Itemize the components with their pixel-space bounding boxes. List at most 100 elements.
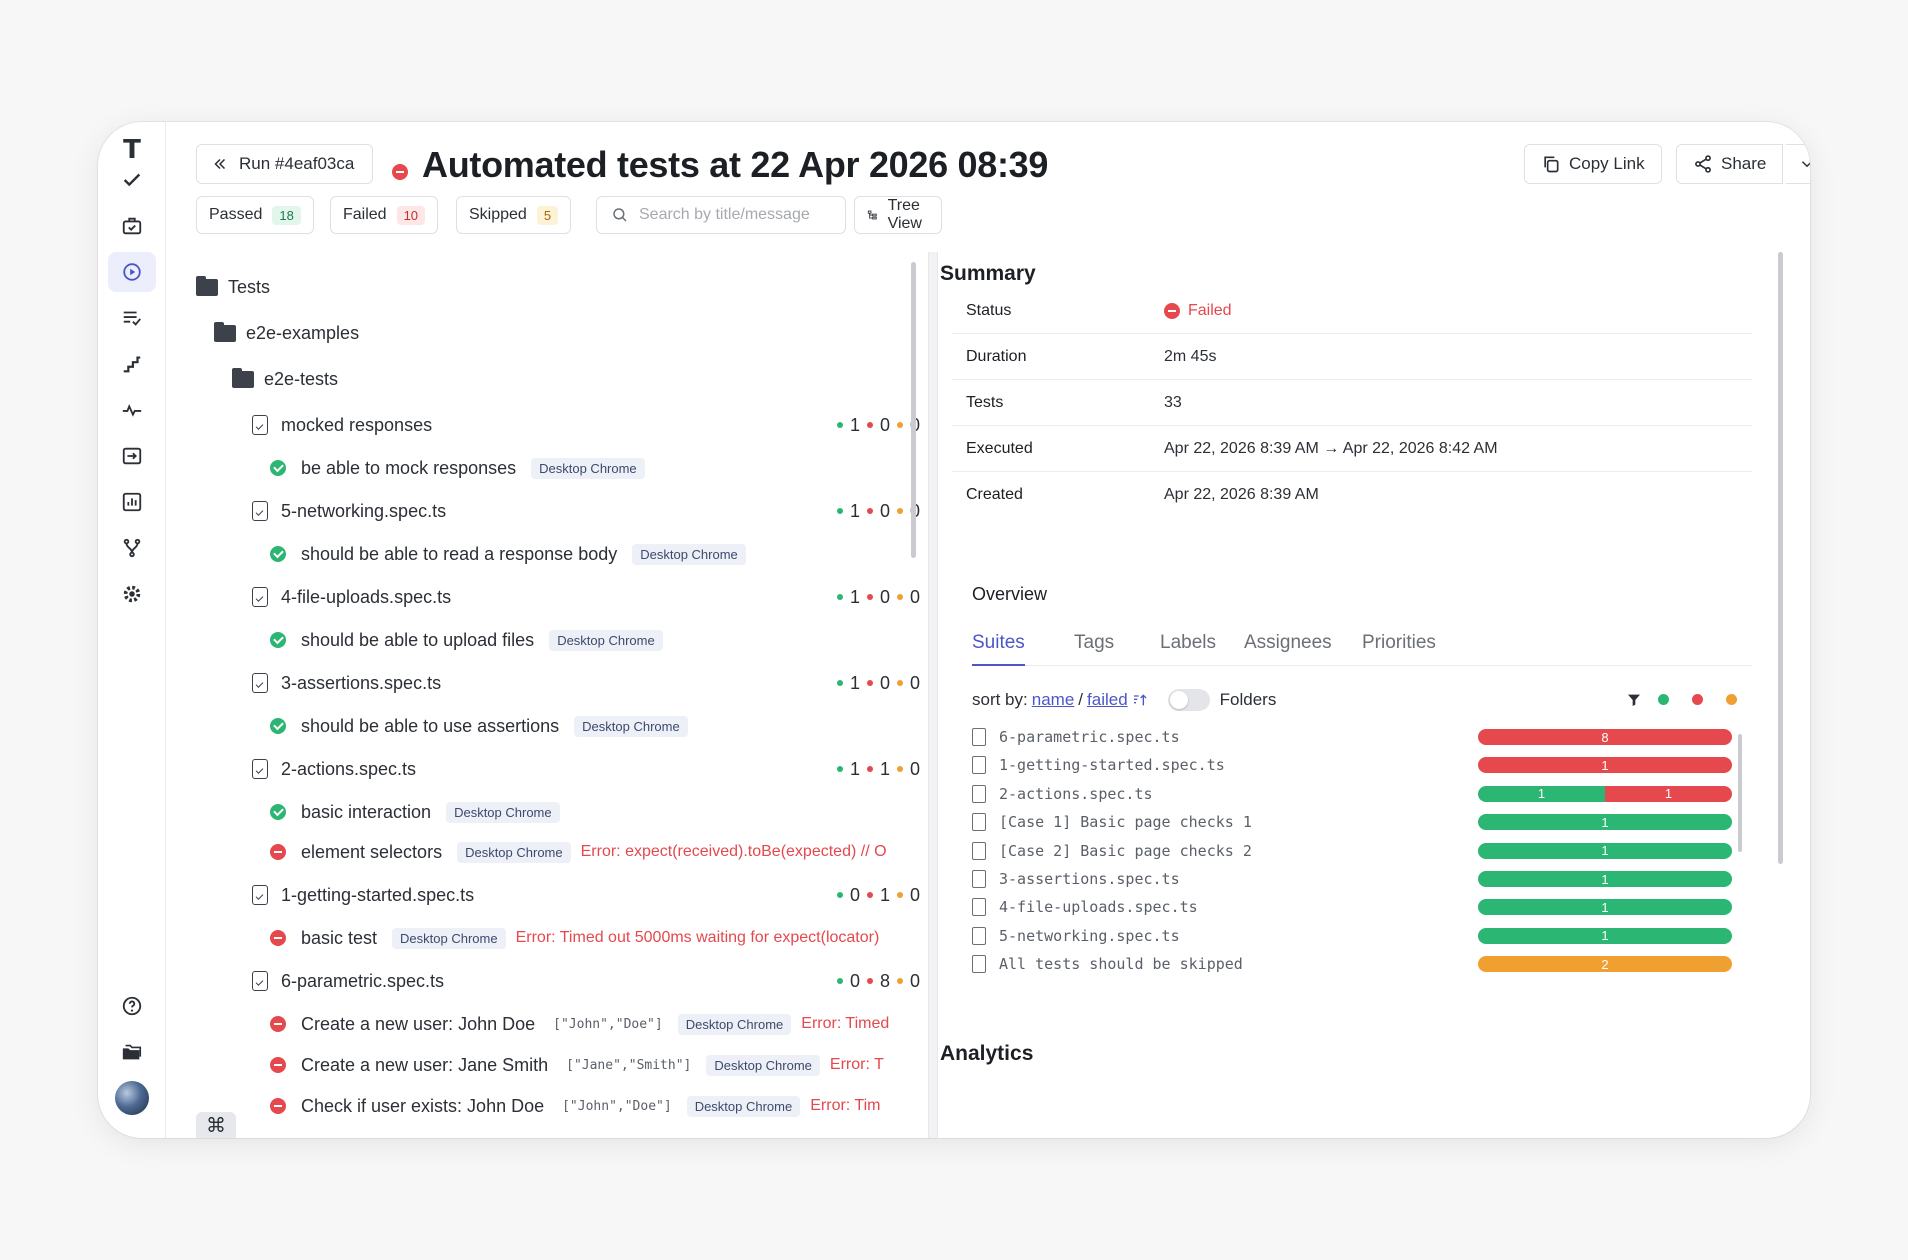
suite-list-item[interactable]: 4-file-uploads.spec.ts 1 xyxy=(972,895,1752,919)
suite-list-item[interactable]: 2-actions.spec.ts 1 1 xyxy=(972,782,1752,806)
suite-list-name: 3-assertions.spec.ts xyxy=(999,870,1180,888)
suite-list-item[interactable]: 1-getting-started.spec.ts 1 xyxy=(972,753,1752,777)
suite-row[interactable]: 5-networking.spec.ts xyxy=(252,496,446,526)
filter-icon[interactable] xyxy=(1626,692,1642,708)
tab-suites[interactable]: Suites xyxy=(972,632,1025,666)
summary-row-status: Status Failed xyxy=(952,288,1752,334)
passed-filter-button[interactable]: Passed 18 xyxy=(196,196,314,234)
suite-result-bar[interactable]: 1 xyxy=(1478,871,1732,887)
test-title: basic test xyxy=(301,927,378,948)
folder-row-e2e-tests[interactable]: e2e-tests xyxy=(232,364,338,394)
executed-value: Apr 22, 2026 8:39 AM → Apr 22, 2026 8:42… xyxy=(1164,439,1498,457)
suite-list-item[interactable]: [Case 1] Basic page checks 1 1 xyxy=(972,810,1752,834)
suites-scrollbar[interactable] xyxy=(1738,734,1742,852)
test-row[interactable]: should be able to upload files Desktop C… xyxy=(270,625,663,655)
tree-view-button[interactable]: Tree View xyxy=(854,196,943,234)
suite-row[interactable]: 6-parametric.spec.ts xyxy=(252,966,444,996)
suite-list-item[interactable]: 3-assertions.spec.ts 1 xyxy=(972,867,1752,891)
tab-assignees[interactable]: Assignees xyxy=(1244,632,1332,653)
tab-labels[interactable]: Labels xyxy=(1160,632,1216,653)
tests-label: Tests xyxy=(966,393,1004,411)
pane-resize-handle[interactable] xyxy=(928,252,938,1138)
file-icon xyxy=(972,841,986,860)
test-row[interactable]: be able to mock responses Desktop Chrome xyxy=(270,453,645,483)
sidebar-rail: T xyxy=(98,122,166,1138)
tab-priorities[interactable]: Priorities xyxy=(1362,632,1436,653)
browser-chip: Desktop Chrome xyxy=(574,715,688,737)
copy-link-button[interactable]: Copy Link xyxy=(1524,144,1662,184)
tree-scrollbar[interactable] xyxy=(911,262,916,558)
branch-icon[interactable] xyxy=(108,528,156,568)
folder-row-tests[interactable]: Tests xyxy=(196,272,270,302)
failed-filter-dot[interactable] xyxy=(1692,694,1703,705)
gear-icon[interactable] xyxy=(108,574,156,614)
briefcase-check-icon[interactable] xyxy=(108,206,156,246)
passed-filter-dot[interactable] xyxy=(1658,694,1669,705)
chart-icon[interactable] xyxy=(108,482,156,522)
skipped-filter-dot[interactable] xyxy=(1726,694,1737,705)
suite-result-bar[interactable]: 8 xyxy=(1478,729,1732,745)
sort-by-failed-link[interactable]: failed xyxy=(1087,690,1128,709)
play-circle-icon[interactable] xyxy=(108,252,156,292)
test-row[interactable]: Create a new user: Jane Smith ["Jane","S… xyxy=(270,1050,884,1080)
share-icon xyxy=(1695,155,1711,173)
share-dropdown-button[interactable] xyxy=(1786,144,1810,184)
passed-count: 1 xyxy=(849,758,860,779)
browser-chip: Desktop Chrome xyxy=(677,1013,792,1035)
test-row[interactable]: basic interaction Desktop Chrome xyxy=(270,797,560,827)
passed-count: 1 xyxy=(849,586,860,607)
skipped-filter-button[interactable]: Skipped 5 xyxy=(456,196,572,234)
suite-row[interactable]: 1-getting-started.spec.ts xyxy=(252,880,474,910)
suite-row[interactable]: 3-assertions.spec.ts xyxy=(252,668,441,698)
file-icon xyxy=(972,926,986,945)
suite-row[interactable]: 4-file-uploads.spec.ts xyxy=(252,582,451,612)
suite-result-bar[interactable]: 1 xyxy=(1478,814,1732,831)
list-check-icon[interactable] xyxy=(108,298,156,338)
sort-by-name-link[interactable]: name xyxy=(1031,690,1075,709)
failed-dot-icon xyxy=(866,508,873,514)
suite-list-item[interactable]: All tests should be skipped 2 xyxy=(972,952,1752,976)
pulse-icon[interactable] xyxy=(108,390,156,430)
steps-icon[interactable] xyxy=(108,344,156,384)
check-icon[interactable] xyxy=(108,160,156,200)
skipped-count: 0 xyxy=(909,970,920,991)
folders-toggle[interactable] xyxy=(1167,689,1210,711)
passed-filter-label: Passed xyxy=(209,206,263,223)
suite-result-bar[interactable]: 1 xyxy=(1478,899,1732,916)
suite-list-name: All tests should be skipped xyxy=(999,955,1243,974)
test-row[interactable]: should be able to use assertions Desktop… xyxy=(270,711,688,741)
avatar[interactable] xyxy=(108,1078,156,1118)
back-to-run-button[interactable]: Run #4eaf03ca xyxy=(196,144,374,184)
summary-scrollbar[interactable] xyxy=(1778,252,1783,864)
test-row[interactable]: basic test Desktop Chrome Error: Timed o… xyxy=(270,923,879,953)
help-icon[interactable] xyxy=(108,986,156,1026)
suite-row[interactable]: 2-actions.spec.ts xyxy=(252,754,416,784)
test-row[interactable]: Check if user exists: John Doe ["John","… xyxy=(270,1091,880,1121)
test-row[interactable]: should be able to read a response body D… xyxy=(270,539,746,569)
import-icon[interactable] xyxy=(108,436,156,476)
command-key-icon[interactable]: ⌘ xyxy=(196,1112,236,1138)
suite-counts: 0 1 0 xyxy=(836,880,920,910)
suite-result-bar[interactable]: 1 xyxy=(1478,842,1732,859)
suite-list-item[interactable]: 5-networking.spec.ts 1 xyxy=(972,924,1752,948)
suite-result-bar[interactable]: 2 xyxy=(1478,956,1732,973)
test-title: should be able to upload files xyxy=(301,629,535,650)
test-row[interactable]: element selectors Desktop Chrome Error: … xyxy=(270,837,887,867)
failed-dot-icon xyxy=(866,766,873,772)
suite-list-item[interactable]: 6-parametric.spec.ts 8 xyxy=(972,725,1752,749)
app-logo[interactable]: T xyxy=(123,135,141,165)
search-input[interactable]: Search by title/message xyxy=(596,196,846,234)
suite-row[interactable]: mocked responses xyxy=(252,410,432,440)
folders-icon[interactable] xyxy=(108,1032,156,1072)
sort-order-icon[interactable] xyxy=(1132,692,1148,708)
failed-filter-button[interactable]: Failed 10 xyxy=(330,196,439,234)
test-params: ["Jane","Smith"] xyxy=(566,1057,692,1073)
suite-result-bar[interactable]: 1 xyxy=(1478,757,1732,774)
tab-tags[interactable]: Tags xyxy=(1074,632,1115,653)
suite-list-item[interactable]: [Case 2] Basic page checks 2 1 xyxy=(972,839,1752,863)
suite-result-bar[interactable]: 1 xyxy=(1478,927,1732,944)
test-row[interactable]: Create a new user: John Doe ["John","Doe… xyxy=(270,1009,889,1039)
folder-row-e2e-examples[interactable]: e2e-examples xyxy=(214,318,359,348)
share-button[interactable]: Share xyxy=(1676,144,1784,184)
